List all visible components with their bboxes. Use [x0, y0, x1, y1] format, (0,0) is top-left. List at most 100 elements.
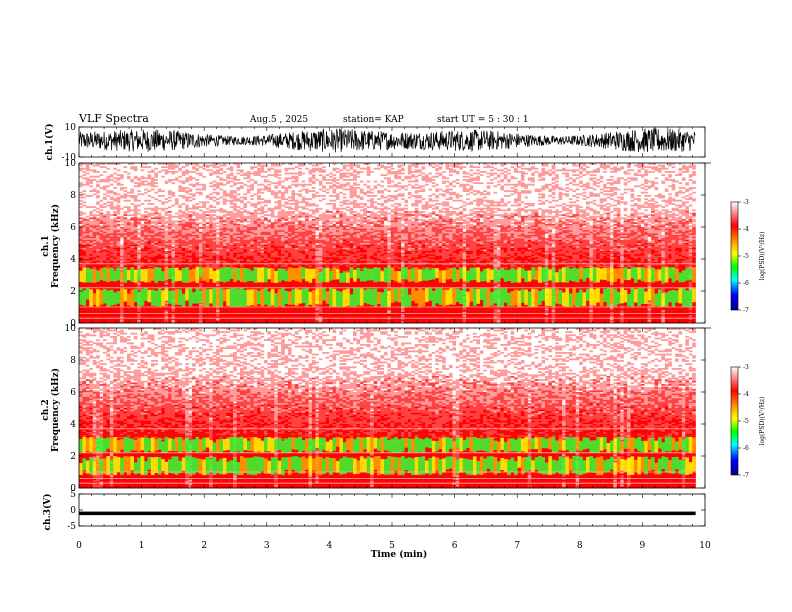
- spectrogram-cell: [350, 195, 354, 197]
- spectrogram-cell: [103, 189, 107, 191]
- spectrogram-cell: [213, 189, 217, 191]
- spectrogram-cell: [250, 173, 254, 175]
- spectrogram-cell: [171, 179, 175, 181]
- spectrogram-cell: [350, 189, 354, 191]
- spectrogram-cell: [377, 165, 381, 167]
- spectrogram-cell: [103, 187, 107, 189]
- spectrogram-cell: [343, 173, 347, 175]
- spectrogram-cell: [350, 174, 354, 176]
- spectrogram-cell: [631, 169, 635, 171]
- spectrogram-cell: [600, 181, 604, 183]
- spectrogram-cell: [93, 189, 97, 191]
- spectrogram-cell: [692, 192, 696, 194]
- spectrogram-cell: [96, 165, 100, 167]
- spectrogram-cell: [158, 195, 162, 197]
- spectrogram-cell: [223, 192, 227, 194]
- spectrogram-cell: [521, 184, 525, 186]
- spectrogram-cell: [285, 189, 289, 191]
- spectrogram-cell: [452, 192, 456, 194]
- spectrogram-cell: [86, 195, 90, 197]
- spectrogram-cell: [607, 187, 611, 189]
- spectrogram-cell: [346, 189, 350, 191]
- spectrogram-cell: [535, 168, 539, 170]
- ch1-waveform-line: [79, 128, 696, 152]
- spectrogram-cell: [685, 166, 689, 168]
- spectrogram-cell: [476, 169, 480, 171]
- spectrogram-cell: [82, 171, 86, 173]
- spectrogram-cell: [624, 171, 628, 173]
- spectrogram-cell: [428, 179, 432, 181]
- spectrogram-cell: [408, 181, 412, 183]
- spectrogram-cell: [333, 189, 337, 191]
- spectrogram-cell: [356, 171, 360, 173]
- spectrogram-cell: [682, 168, 686, 170]
- spectrogram-cell: [281, 185, 285, 187]
- spectrogram-cell: [295, 193, 299, 195]
- spectrogram-cell: [507, 173, 511, 175]
- spectrogram-cell: [151, 182, 155, 184]
- spectrogram-cell: [579, 181, 583, 183]
- spectrogram-cell: [432, 193, 436, 195]
- spectrogram-cell: [230, 193, 234, 195]
- spectrogram-cell: [257, 190, 261, 192]
- spectrogram-cell: [600, 165, 604, 167]
- spectrogram-cell: [476, 176, 480, 178]
- spectrogram-cell: [312, 174, 316, 176]
- spectrogram-cell: [219, 165, 223, 167]
- spectrogram-cell: [675, 192, 679, 194]
- spectrogram-cell: [343, 165, 347, 167]
- spectrogram-cell: [531, 168, 535, 170]
- spectrogram-cell: [346, 165, 350, 167]
- spectrogram-cell: [466, 176, 470, 178]
- spectrogram-cell: [278, 169, 282, 171]
- spectrogram-cell: [192, 195, 196, 197]
- spectrogram-cell: [254, 182, 258, 184]
- spectrogram-cell: [572, 171, 576, 173]
- spectrogram-cell: [309, 171, 313, 173]
- spectrogram-cell: [127, 192, 131, 194]
- spectrogram-cell: [374, 185, 378, 187]
- spectrogram-cell: [120, 195, 124, 197]
- spectrogram-cell: [271, 192, 275, 194]
- spectrogram-cell: [476, 173, 480, 175]
- spectrogram-cell: [171, 171, 175, 173]
- spectrogram-cell: [267, 181, 271, 183]
- spectrogram-cell: [411, 165, 415, 167]
- spectrogram-cell: [103, 193, 107, 195]
- spectrogram-cell: [648, 166, 652, 168]
- spectrogram-cell: [350, 190, 354, 192]
- spectrogram-cell: [422, 189, 426, 191]
- spectrogram-cell: [521, 173, 525, 175]
- spectrogram-cell: [302, 165, 306, 167]
- spectrogram-cell: [644, 174, 648, 176]
- spectrogram-cell: [678, 169, 682, 171]
- spectrogram-cell: [576, 165, 580, 167]
- spectrogram-cell: [100, 187, 104, 189]
- spectrogram-cell: [678, 182, 682, 184]
- spectrogram-cell: [511, 176, 515, 178]
- spectrogram-cell: [565, 190, 569, 192]
- spectrogram-cell: [401, 193, 405, 195]
- spectrogram-cell: [672, 187, 676, 189]
- spectrogram-cell: [446, 177, 450, 179]
- spectrogram-cell: [117, 169, 121, 171]
- spectrogram-cell: [480, 192, 484, 194]
- spectrogram-cell: [538, 176, 542, 178]
- spectrogram-cell: [329, 185, 333, 187]
- spectrogram-cell: [644, 173, 648, 175]
- spectrogram-cell: [333, 179, 337, 181]
- spectrogram-cell: [106, 176, 110, 178]
- spectrogram-cell: [569, 177, 573, 179]
- spectrogram-cell: [333, 174, 337, 176]
- spectrogram-cell: [182, 187, 186, 189]
- spectrogram-cell: [463, 187, 467, 189]
- spectrogram-cell: [189, 189, 193, 191]
- spectrogram-cell: [79, 168, 83, 170]
- spectrogram-cell: [377, 192, 381, 194]
- spectrogram-cell: [113, 173, 117, 175]
- spectrogram-cell: [432, 179, 436, 181]
- spectrogram-cell: [473, 173, 477, 175]
- spectrogram-cell: [476, 182, 480, 184]
- spectrogram-cell: [552, 187, 556, 189]
- spectrogram-cell: [175, 171, 179, 173]
